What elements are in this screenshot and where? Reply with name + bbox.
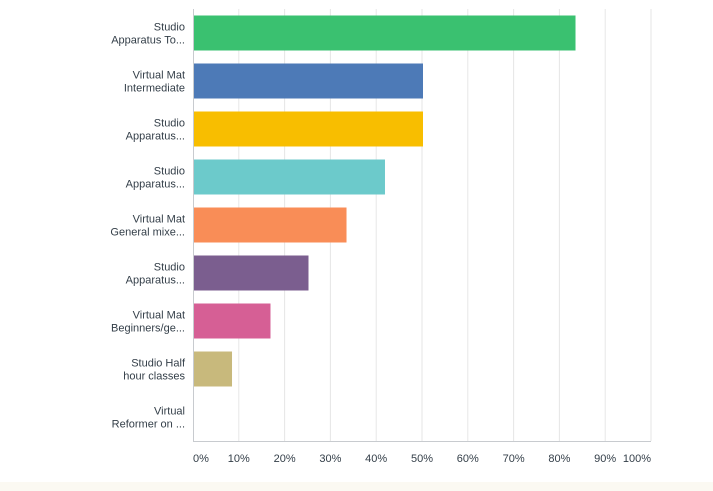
- bar: [194, 15, 576, 51]
- bar: [194, 159, 385, 195]
- category-label: Studio Apparatus...: [126, 262, 185, 287]
- bars: [194, 15, 576, 387]
- x-tick-label: 80%: [548, 453, 570, 465]
- footer-band: [0, 482, 713, 491]
- x-tick-label: 30%: [319, 453, 341, 465]
- x-tick-label: 60%: [457, 453, 479, 465]
- x-tick-label: 90%: [594, 453, 616, 465]
- category-labels: Studio Apparatus To... Virtual Mat Intermed…: [110, 22, 186, 431]
- bar: [194, 351, 233, 387]
- axes: [193, 9, 651, 442]
- bar: [194, 111, 423, 147]
- category-label: Studio Half hour classes: [123, 358, 186, 383]
- bar: [194, 255, 309, 291]
- x-tick-labels: 0% 10% 20% 30% 40% 50% 60% 70% 80% 90% 100%: [193, 453, 651, 465]
- category-label: Virtual Reformer on ...: [112, 406, 185, 431]
- bar: [194, 63, 423, 99]
- category-label: Studio Apparatus To...: [111, 22, 185, 47]
- x-tick-label: 50%: [411, 453, 433, 465]
- category-label: Studio Apparatus...: [126, 166, 185, 191]
- x-tick-label: 100%: [623, 453, 651, 465]
- x-tick-label: 0%: [193, 453, 209, 465]
- bar: [194, 303, 271, 339]
- x-tick-label: 20%: [274, 453, 296, 465]
- category-label: Virtual Mat Intermediate: [124, 70, 185, 95]
- category-label: Virtual Mat General mixe...: [110, 214, 185, 239]
- category-label: Virtual Mat Beginners/ge...: [111, 310, 185, 335]
- x-tick-label: 40%: [365, 453, 387, 465]
- x-tick-label: 70%: [503, 453, 525, 465]
- x-tick-label: 10%: [228, 453, 250, 465]
- category-label: Studio Apparatus...: [126, 118, 185, 143]
- bar: [194, 207, 347, 243]
